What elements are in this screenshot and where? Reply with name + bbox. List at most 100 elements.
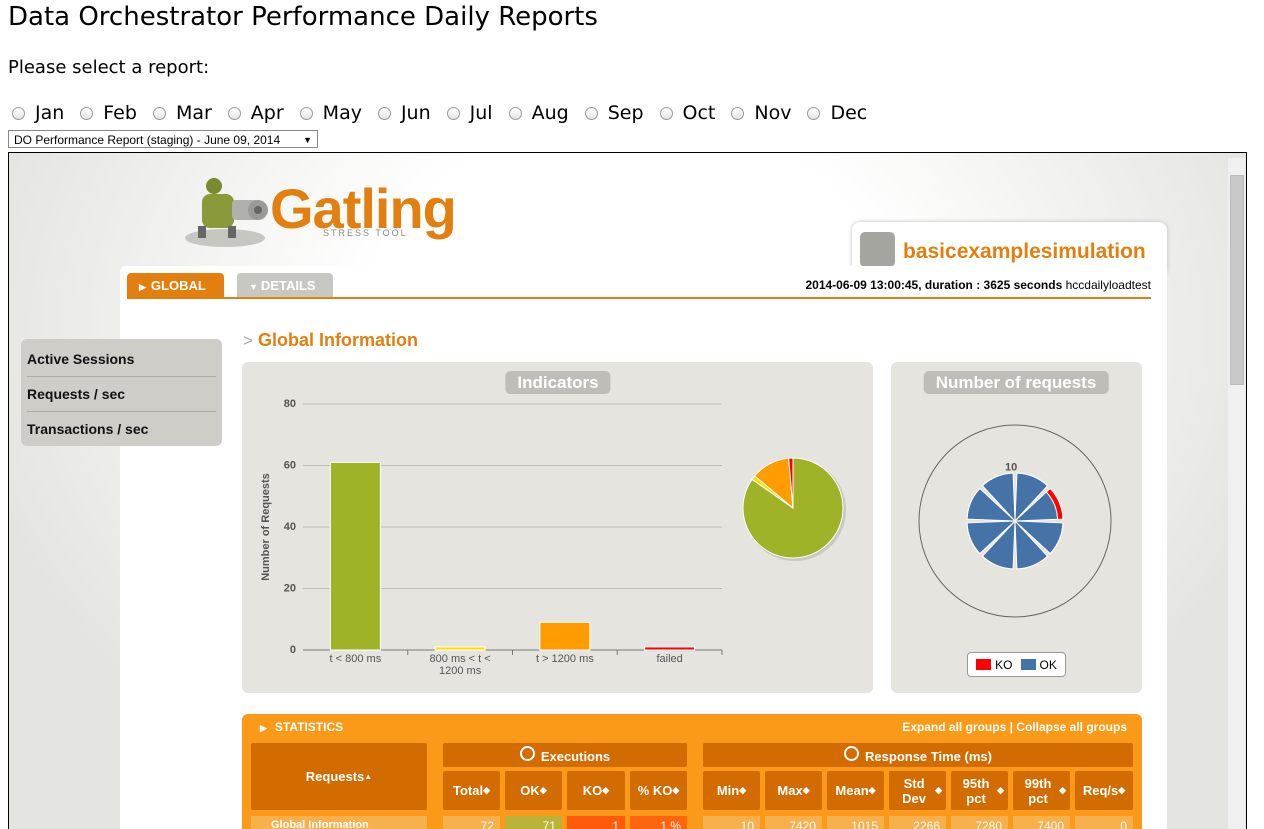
response-time-label: Response Time (ms) [844,746,992,764]
requests-title: Number of requests [923,371,1109,394]
month-label[interactable]: Oct [682,102,716,124]
prompt: Please select a report: [8,57,210,78]
indicators-title: Indicators [505,371,611,394]
legend: KO OK [967,652,1066,677]
month-option[interactable]: Nov [731,102,791,124]
stat-cell: 1 % [630,816,687,829]
month-label[interactable]: Jan [35,102,65,124]
month-label[interactable]: Jun [400,102,431,124]
column-header[interactable]: Mean [827,771,884,810]
simulation-box [852,222,1167,272]
month-option[interactable]: Jan [12,102,64,124]
column-header[interactable]: Req/s [1075,771,1133,810]
month-option[interactable]: Feb [80,102,137,124]
legend-item[interactable]: OK [1020,657,1057,672]
column-header[interactable]: % KO [630,771,687,810]
expand-link[interactable]: Expand all groups [902,720,1007,734]
column-header[interactable]: Total [443,771,500,810]
robot-logo [185,178,268,247]
column-header[interactable]: Std Dev [889,771,946,810]
radio-button[interactable] [80,106,94,120]
row-name[interactable]: Global Information [251,816,427,829]
month-option[interactable]: Sep [584,102,644,124]
month-label[interactable]: Sep [607,102,644,124]
requests-panel [891,362,1142,693]
column-header[interactable]: KO [567,771,625,810]
radio-button[interactable] [299,106,313,120]
menu-item[interactable]: Transactions / sec [27,421,149,437]
column-header[interactable]: Min [703,771,760,810]
month-label[interactable]: Dec [830,102,868,124]
section-marker: > [243,331,253,350]
radio-button[interactable] [508,106,522,120]
statistics-title[interactable]: STATISTICS [260,720,343,734]
month-option[interactable]: Mar [152,102,212,124]
legend-swatch [1020,659,1036,670]
month-label[interactable]: Apr [250,102,284,124]
legend-label[interactable]: KO [995,657,1013,672]
side-menu: Active Sessions Requests / sec Transaction… [21,339,222,446]
stat-cell: 2266 [889,816,946,829]
radio-button[interactable] [584,106,598,120]
tab-global[interactable]: GLOBAL [127,273,224,298]
simulation-icon [860,232,895,267]
section-title: Global Information [258,330,418,350]
run-summary: 2014-06-09 13:00:45, duration : 3625 sec… [805,278,1063,292]
month-label[interactable]: Mar [175,102,212,124]
column-header[interactable]: Max [765,771,822,810]
collapse-link[interactable]: Collapse all groups [1016,720,1127,734]
menu-item[interactable]: Active Sessions [27,342,216,377]
radio-button[interactable] [807,106,821,120]
statistics-actions: Expand all groups | Collapse all groups [902,720,1127,734]
month-option[interactable]: Apr [227,102,284,124]
column-header[interactable]: 99th pct [1013,771,1070,810]
executions-label: Executions [520,746,610,764]
simulation-name: basicexamplesimulation [903,240,1146,263]
month-option[interactable]: Jul [446,102,493,124]
tab-underline [127,297,1151,299]
run-info: 2014-06-09 13:00:45, duration : 3625 sec… [805,278,1151,292]
stat-cell: 0 [1075,816,1133,829]
radio-button[interactable] [731,106,745,120]
scroll-thumb[interactable] [1230,175,1244,385]
stat-cell: 7420 [765,816,822,829]
x-tick-label: 800 ms < t < 1200 ms [429,653,491,677]
month-label[interactable]: Feb [103,102,137,124]
column-header[interactable]: 95th pct [951,771,1008,810]
month-label[interactable]: May [322,102,362,124]
x-tick-label: failed [656,653,683,665]
stat-cell: 1015 [827,816,884,829]
legend-label[interactable]: OK [1039,657,1057,672]
executions-header: Executions [443,743,687,767]
stat-cell: 7280 [951,816,1008,829]
stat-cell: 10 [703,816,760,829]
month-option[interactable]: Aug [508,102,569,124]
month-option[interactable]: May [299,102,362,124]
response-time-header: Response Time (ms) [703,743,1133,767]
menu-item[interactable]: Requests / sec [27,377,216,412]
run-name: hccdailyloadtest [1065,278,1151,292]
legend-item[interactable]: KO [976,657,1013,672]
radio-button[interactable] [12,106,25,120]
radio-button[interactable] [152,106,166,120]
radio-button[interactable] [227,106,241,120]
requests-header[interactable]: Requests [251,743,427,810]
month-option[interactable]: Oct [659,102,716,124]
radio-button[interactable] [377,106,391,120]
stat-cell: 7400 [1013,816,1070,829]
x-tick-label: t < 800 ms [329,653,382,665]
x-tick-label: t > 1200 ms [535,653,594,665]
radio-button[interactable] [659,106,673,120]
month-selector: Jan Feb Mar Apr May Jun Jul Aug Sep Oct Nov Dec [12,102,883,124]
tab-details[interactable]: DETAILS [237,273,333,298]
month-label[interactable]: Jul [469,102,493,124]
page-title: Data Orchestrator Performance Daily Repo… [8,2,598,32]
month-option[interactable]: Dec [807,102,867,124]
column-header[interactable]: OK [505,771,562,810]
month-label[interactable]: Nov [754,102,792,124]
month-label[interactable]: Aug [531,102,569,124]
month-option[interactable]: Jun [377,102,431,124]
report-select[interactable]: DO Performance Report (staging) - June 0… [8,130,318,149]
radio-button[interactable] [446,106,460,120]
